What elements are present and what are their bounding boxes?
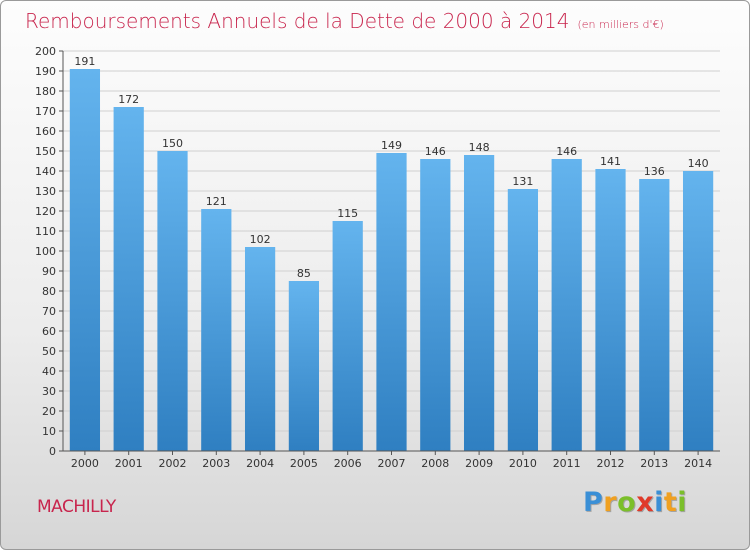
y-tick-label: 0: [49, 445, 56, 458]
y-tick-label: 70: [42, 305, 56, 318]
y-tick-label: 180: [35, 85, 56, 98]
x-tick-label-2013: 2013: [640, 457, 668, 470]
logo-letter: x: [636, 487, 655, 518]
bar-2003: [201, 209, 232, 451]
y-tick-label: 140: [35, 165, 56, 178]
y-tick-label: 110: [35, 225, 56, 238]
value-label-2007: 149: [381, 139, 402, 152]
x-axis-ticks: 2000 2001 2002 2003 2004 2005 2006 2007 2008 2009…: [71, 451, 712, 470]
bars: [69, 69, 714, 451]
bar-2013: [639, 179, 670, 451]
x-tick-label-2001: 2001: [115, 457, 143, 470]
bar-2000: [69, 69, 101, 451]
value-label-2011: 146: [556, 145, 577, 158]
x-tick-label-2010: 2010: [509, 457, 537, 470]
value-label-2014: 140: [688, 157, 709, 170]
value-label-2004: 102: [250, 233, 271, 246]
y-tick-label: 50: [42, 345, 56, 358]
value-label-2003: 121: [206, 195, 227, 208]
value-label-2006: 115: [337, 207, 358, 220]
y-tick-label: 40: [42, 365, 56, 378]
value-label-2013: 136: [644, 165, 665, 178]
y-tick-label: 20: [42, 405, 56, 418]
bar-2014: [682, 171, 714, 451]
bar-2007: [376, 153, 407, 451]
y-tick-label: 30: [42, 385, 56, 398]
x-tick-label-2009: 2009: [465, 457, 493, 470]
logo-letter: i: [654, 487, 664, 518]
y-tick-label: 150: [35, 145, 56, 158]
logo-letter: o: [617, 487, 637, 518]
chart-unit: (en milliers d'€): [577, 18, 664, 31]
value-label-2002: 150: [162, 137, 183, 150]
chart-title: Remboursements Annuels de la Dette de 20…: [25, 9, 664, 33]
bar-2004: [244, 247, 276, 451]
value-label-2000: 191: [74, 55, 95, 68]
x-tick-label-2012: 2012: [597, 457, 625, 470]
y-tick-label: 190: [35, 65, 56, 78]
y-tick-label: 10: [42, 425, 56, 438]
logo-letter: r: [603, 487, 618, 518]
value-label-2012: 141: [600, 155, 621, 168]
x-tick-label-2014: 2014: [684, 457, 712, 470]
x-tick-label-2002: 2002: [159, 457, 187, 470]
bar-2008: [420, 159, 451, 451]
x-tick-label-2008: 2008: [421, 457, 449, 470]
bar-2012: [595, 169, 626, 451]
logo-letter: i: [677, 487, 688, 518]
x-tick-label-2006: 2006: [334, 457, 362, 470]
town-name: MACHILLY: [37, 497, 116, 517]
y-tick-label: 160: [35, 125, 56, 138]
value-label-2001: 172: [118, 93, 139, 106]
logo-letter: P: [583, 487, 604, 518]
value-labels: 191 172 150 121 102 85 115 149 146 148 131 146 141 13…: [74, 55, 708, 280]
y-tick-label: 130: [35, 185, 56, 198]
chart-title-text: Remboursements Annuels de la Dette de 20…: [25, 9, 570, 33]
y-tick-label: 100: [35, 245, 56, 258]
x-tick-label-2011: 2011: [553, 457, 581, 470]
x-tick-label-2000: 2000: [71, 457, 99, 470]
x-tick-label-2003: 2003: [202, 457, 230, 470]
value-label-2008: 146: [425, 145, 446, 158]
proxiti-logo: Proxiti: [583, 487, 687, 518]
y-tick-label: 120: [35, 205, 56, 218]
y-axis-ticks: 0 10 20 30 40 50 60 70 80 90 100 110 120 130 140 150 160…: [35, 45, 63, 458]
bar-2002: [157, 151, 188, 451]
bar-2005: [288, 281, 320, 451]
bar-2001: [113, 107, 144, 451]
bar-2010: [507, 189, 539, 451]
y-tick-label: 170: [35, 105, 56, 118]
bar-2009: [463, 155, 495, 451]
x-tick-label-2004: 2004: [246, 457, 274, 470]
x-tick-label-2007: 2007: [378, 457, 406, 470]
value-label-2009: 148: [469, 141, 490, 154]
value-label-2005: 85: [297, 267, 311, 280]
value-label-2010: 131: [512, 175, 533, 188]
bar-2006: [332, 221, 363, 451]
y-tick-label: 80: [42, 285, 56, 298]
logo-letter: t: [663, 487, 678, 518]
bar-2011: [551, 159, 582, 451]
y-tick-label: 60: [42, 325, 56, 338]
y-tick-label: 90: [42, 265, 56, 278]
y-tick-label: 200: [35, 45, 56, 58]
x-tick-label-2005: 2005: [290, 457, 318, 470]
